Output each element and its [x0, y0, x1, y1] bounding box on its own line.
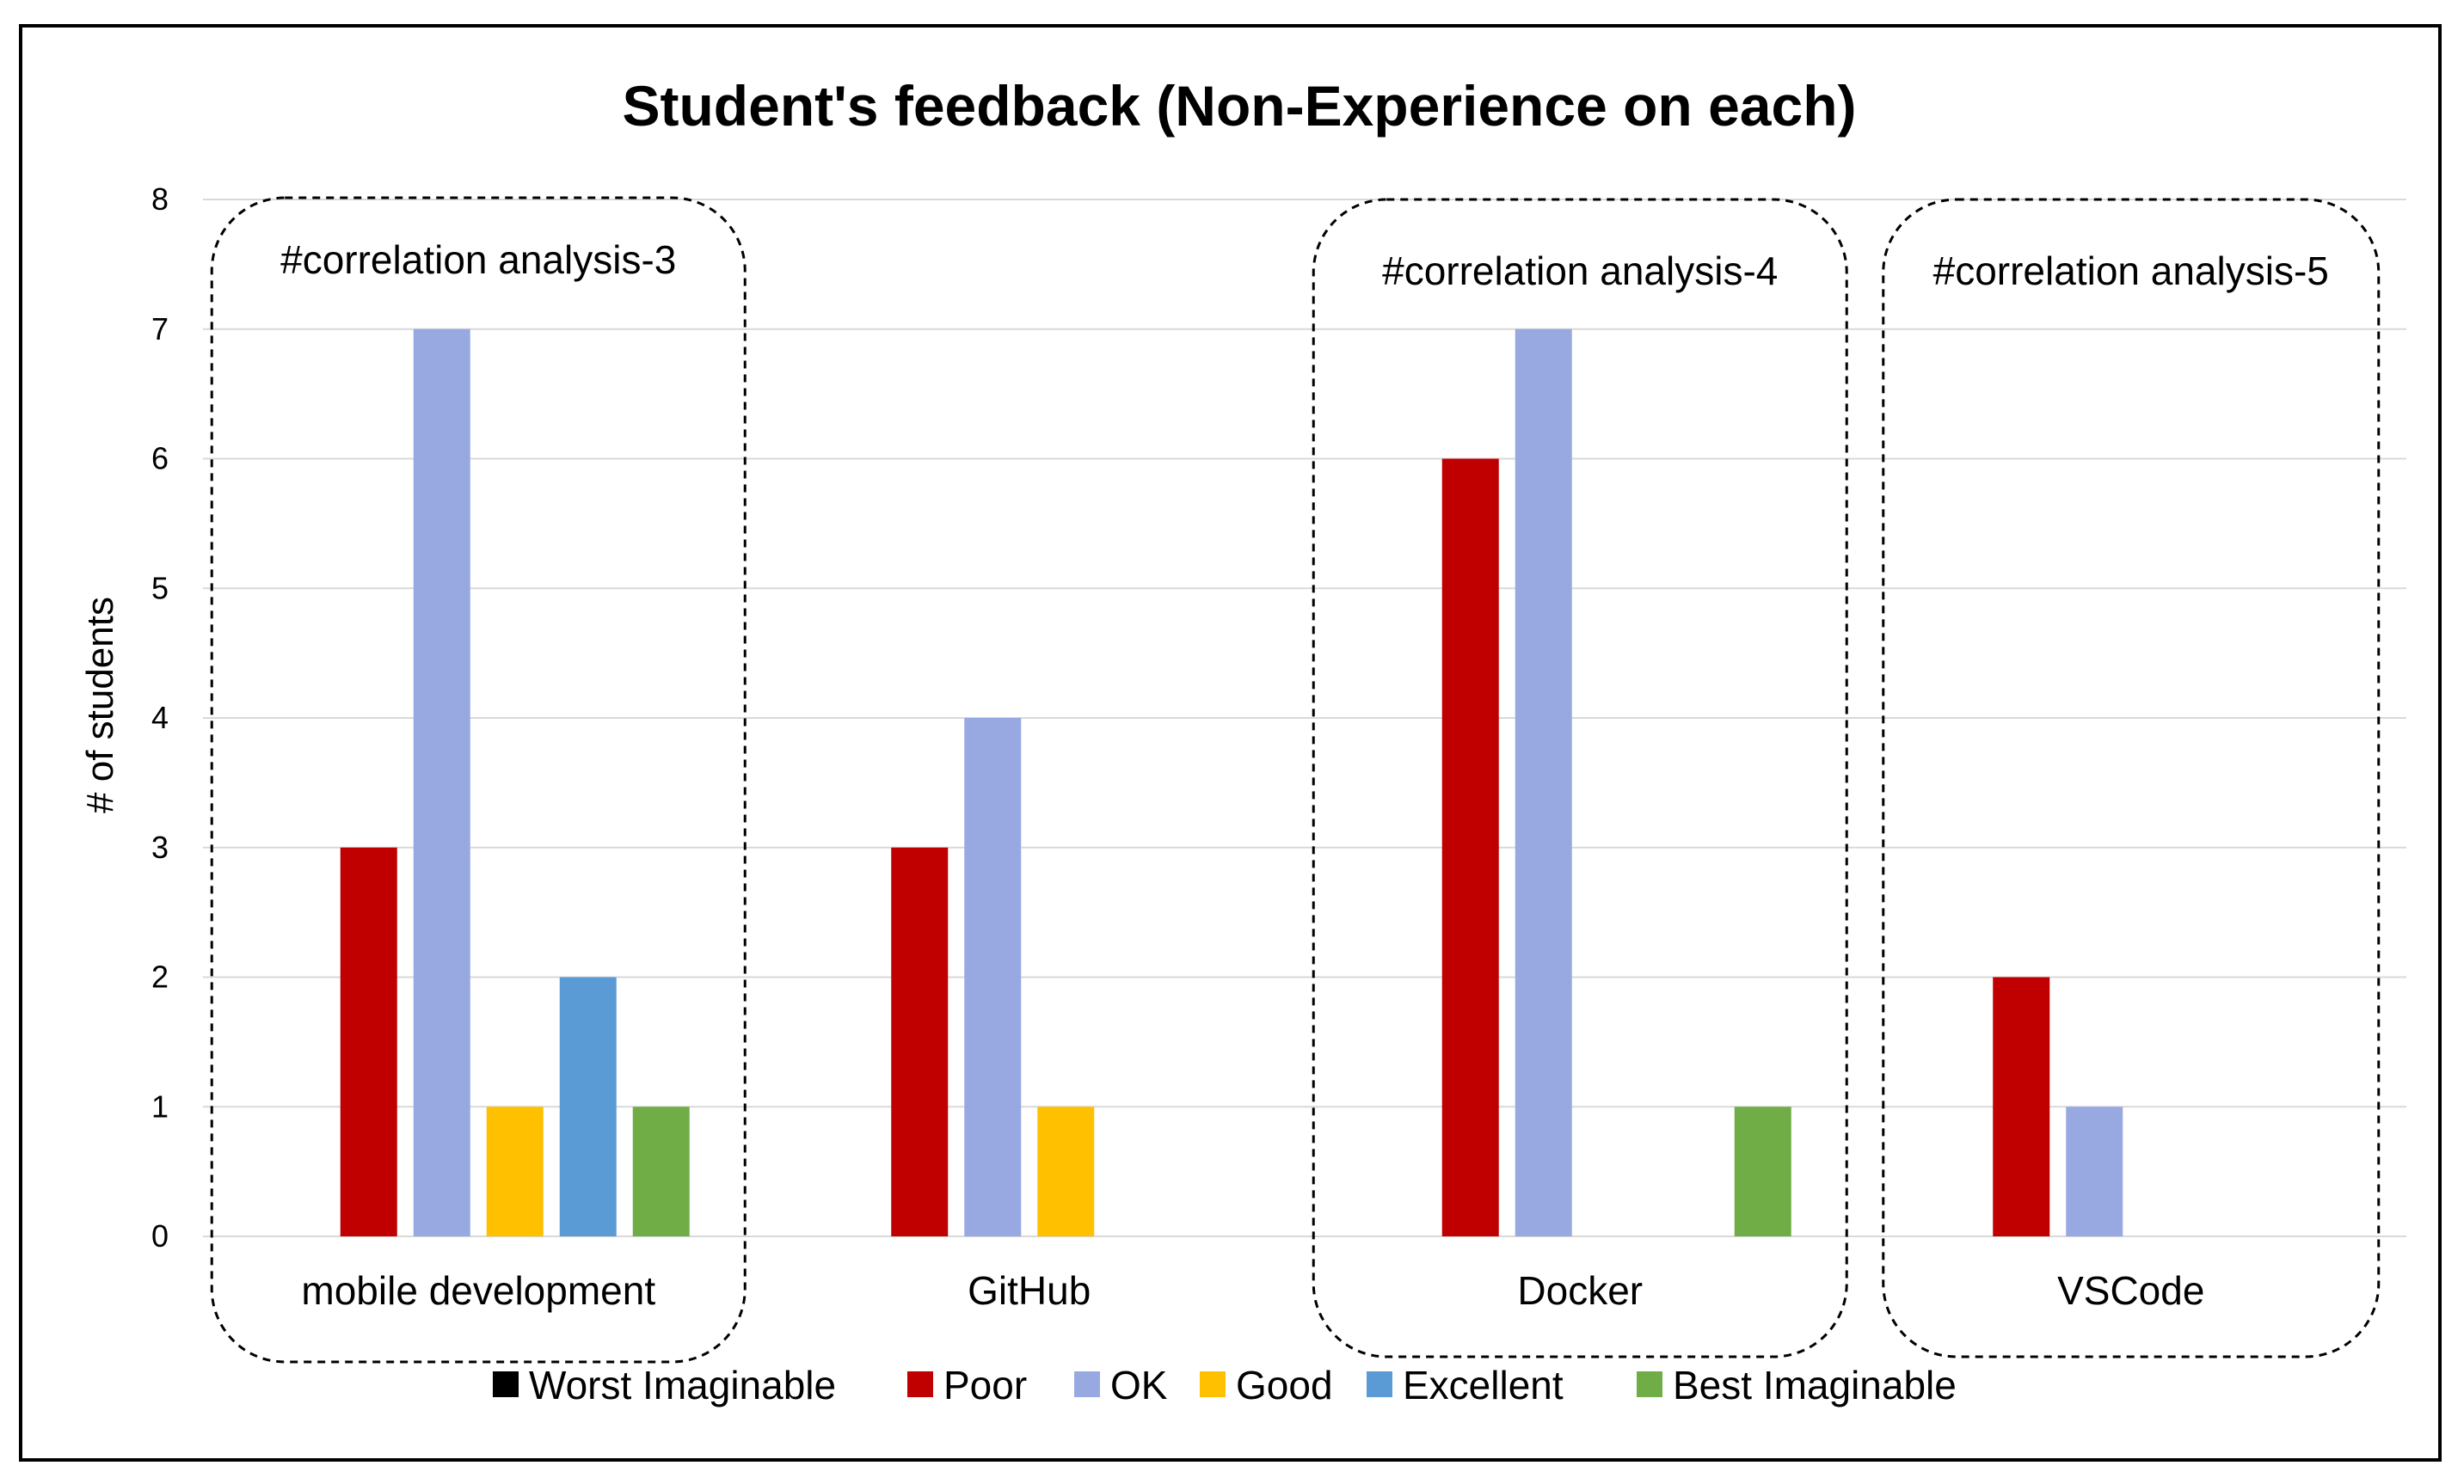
chart-title: Student's feedback (Non-Experience on ea… [622, 74, 1856, 138]
gridlines [203, 199, 2406, 1237]
y-axis-ticks: 0 1 2 3 4 5 6 7 8 [151, 181, 169, 1254]
legend-swatch [1074, 1371, 1100, 1397]
annotation-correlation-analysis-5: #correlation analysis-5 [1882, 198, 2381, 1358]
bar-vscode-poor [1993, 977, 2050, 1236]
legend-item-poor: Poor [907, 1363, 1027, 1407]
y-tick-label: 4 [151, 700, 169, 735]
annotation-box [210, 196, 747, 1364]
legend-label: Excellent [1403, 1363, 1564, 1407]
y-axis-label: # of students [79, 597, 121, 813]
bar-docker-poor [1441, 458, 1499, 1236]
chart-frame: Student's feedback (Non-Experience on ea… [19, 24, 2442, 1462]
bar-github-good [1037, 1107, 1095, 1236]
bar-github-ok [964, 718, 1022, 1236]
y-tick-label: 2 [151, 960, 169, 995]
y-tick-label: 0 [151, 1218, 169, 1254]
bar-mobile-development-poor [340, 847, 397, 1236]
bar-docker-ok [1515, 328, 1572, 1236]
y-tick-label: 1 [151, 1088, 169, 1124]
legend-item-ok: OK [1074, 1363, 1168, 1407]
x-category-label: mobile development [301, 1268, 655, 1313]
annotation-correlation-analysis-3: #correlation analysis-3 [210, 196, 747, 1364]
annotation-boxes: #correlation analysis-3 #correlation anal… [210, 196, 2381, 1364]
bar-vscode-ok [2066, 1107, 2123, 1236]
y-tick-label: 3 [151, 830, 169, 865]
annotation-label: #correlation analysis-3 [280, 237, 676, 282]
legend-label: Best Imaginable [1673, 1363, 1957, 1407]
legend-item-best-imaginable: Best Imaginable [1637, 1363, 1957, 1407]
y-tick-label: 7 [151, 311, 169, 346]
y-tick-label: 6 [151, 441, 169, 476]
bar-mobile-development-ok [413, 328, 470, 1236]
legend-swatch [1637, 1371, 1662, 1397]
y-tick-label: 5 [151, 570, 169, 605]
legend-swatch [493, 1371, 519, 1397]
legend-label: OK [1110, 1363, 1168, 1407]
x-axis-categories: mobile development GitHub Docker VSCode [301, 1268, 2204, 1313]
legend-item-good: Good [1200, 1363, 1333, 1407]
x-category-label: GitHub [968, 1268, 1091, 1313]
bar-mobile-development-good [486, 1107, 544, 1236]
y-tick-label: 8 [151, 181, 169, 217]
legend-item-worst-imaginable: Worst Imaginable [493, 1363, 836, 1407]
bar-mobile-development-best-imaginable [632, 1107, 690, 1236]
legend-label: Worst Imaginable [529, 1363, 836, 1407]
annotation-correlation-analysis-4: #correlation analysis-4 [1312, 198, 1848, 1358]
bar-docker-best-imaginable [1734, 1107, 1791, 1236]
bar-github-poor [891, 847, 949, 1236]
annotation-label: #correlation analysis-4 [1382, 248, 1778, 293]
x-category-label: Docker [1517, 1268, 1643, 1313]
legend-label: Good [1236, 1363, 1333, 1407]
bars [340, 328, 2123, 1236]
annotation-label: #correlation analysis-5 [1933, 248, 2329, 293]
bar-chart: Student's feedback (Non-Experience on ea… [79, 74, 2406, 1407]
legend-label: Poor [943, 1363, 1027, 1407]
annotation-box [1312, 198, 1848, 1358]
legend-swatch [1200, 1371, 1226, 1397]
bar-mobile-development-excellent [559, 977, 617, 1236]
legend-item-excellent: Excellent [1367, 1363, 1564, 1407]
annotation-box [1882, 198, 2381, 1358]
legend: Worst Imaginable Poor OK Good Excellent Best … [493, 1363, 1957, 1407]
legend-swatch [1367, 1371, 1392, 1397]
x-category-label: VSCode [2057, 1268, 2204, 1313]
legend-swatch [907, 1371, 933, 1397]
